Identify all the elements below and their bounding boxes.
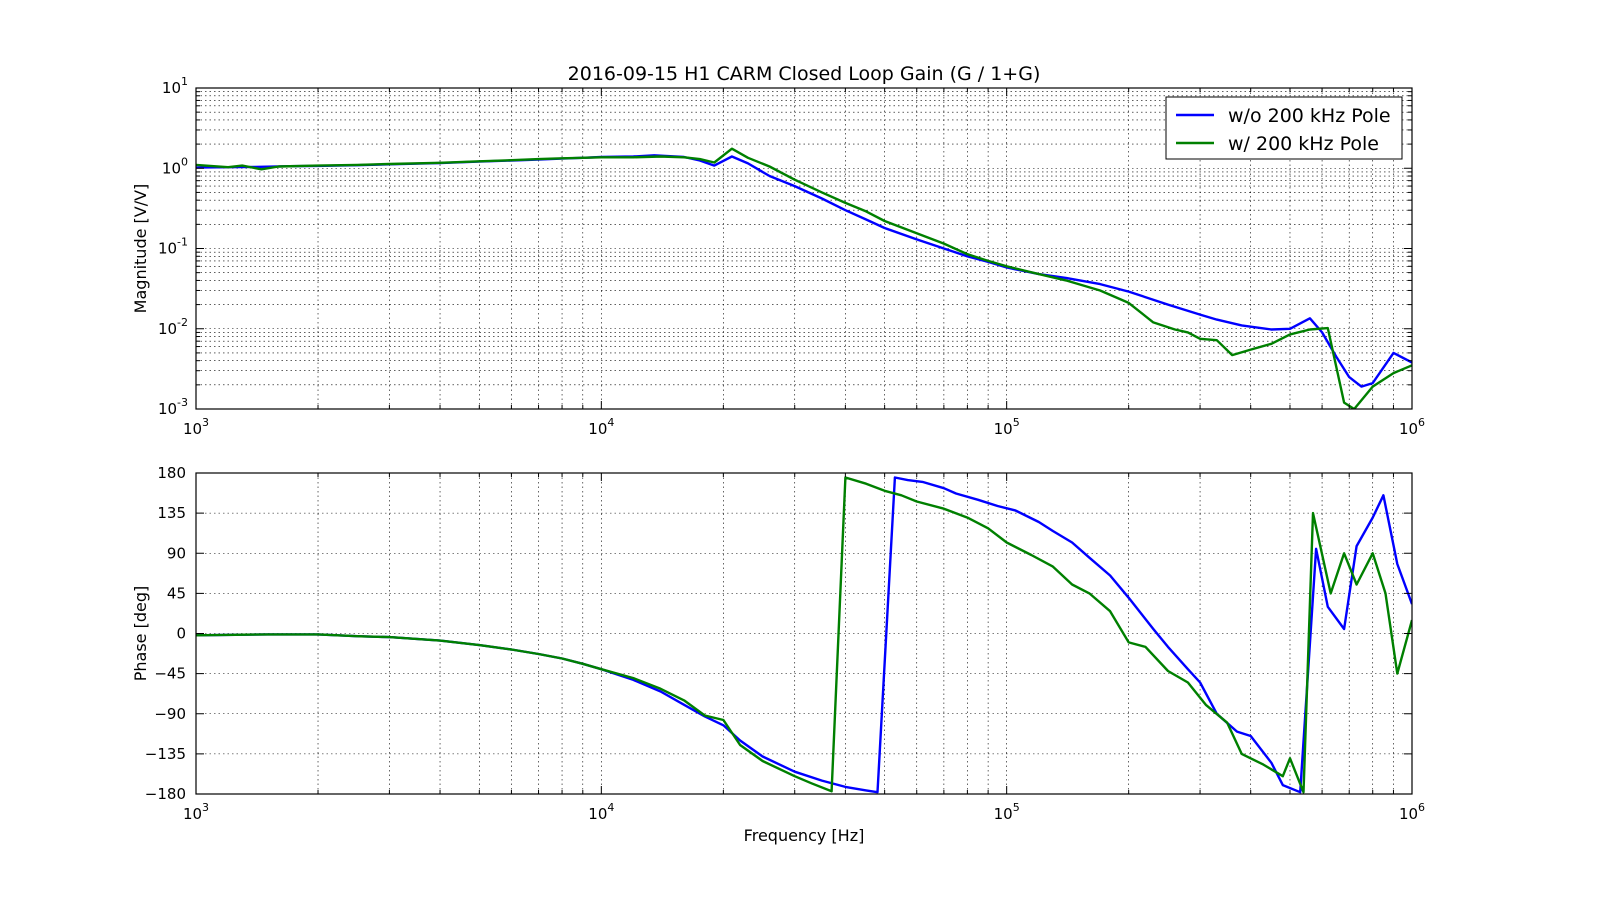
phase-panel: 103 104 105 10618013590450−45−90−135−180Pha…	[131, 464, 1425, 845]
mag-x-tick-label-exp: 4	[607, 416, 614, 429]
mag-ticks	[195, 87, 1413, 410]
phase-y-tick-label: 90	[167, 544, 186, 562]
legend-label-without-pole: w/o 200 kHz Pole	[1228, 105, 1391, 127]
legend-label-with-pole: w/ 200 kHz Pole	[1228, 133, 1379, 155]
phase-series-group	[196, 476, 1412, 794]
phase-x-tick-label-exp: 4	[607, 801, 614, 814]
mag-y-tick-label-base: 10	[158, 320, 177, 338]
mag-grid	[196, 88, 1412, 409]
phase-x-tick-label-base: 10	[994, 805, 1013, 823]
mag-x-tick-label: 103	[183, 416, 209, 438]
mag-x-tick-label: 105	[994, 416, 1020, 438]
mag-series-line-with-pole	[196, 147, 1412, 409]
mag-x-tick-label-base: 10	[994, 420, 1013, 438]
mag-y-axis-label: Magnitude [V/V]	[131, 184, 150, 314]
mag-y-tick-label: 101	[162, 75, 188, 97]
mag-x-tick-label-exp: 5	[1013, 416, 1020, 429]
phase-y-tick-label: 135	[157, 504, 186, 522]
mag-x-tick-label-exp: 3	[202, 416, 209, 429]
mag-y-tick-label-exp: -3	[177, 396, 188, 409]
phase-x-tick-label: 104	[588, 801, 614, 823]
mag-x-tick-label-base: 10	[1399, 420, 1418, 438]
phase-y-tick-label: −45	[154, 665, 186, 683]
phase-x-tick-label-base: 10	[1399, 805, 1418, 823]
phase-x-axis-label: Frequency [Hz]	[744, 826, 865, 845]
mag-y-tick-label: 100	[162, 155, 188, 177]
legend-box	[1165, 96, 1403, 160]
phase-y-tick-label: −180	[145, 785, 186, 803]
mag-x-tick-label-base: 10	[183, 420, 202, 438]
mag-x-tick-label-exp: 6	[1418, 416, 1425, 429]
mag-y-tick-label-exp: 1	[181, 75, 188, 88]
phase-y-tick-label: 45	[167, 584, 186, 602]
mag-x-tick-label: 104	[588, 416, 614, 438]
mag-y-tick-label: 10-3	[158, 396, 188, 418]
phase-x-tick-label-exp: 5	[1013, 801, 1020, 814]
mag-y-tick-label-base: 10	[158, 400, 177, 418]
mag-y-tick-label: 10-1	[158, 236, 188, 258]
mag-x-tick-label-base: 10	[588, 420, 607, 438]
phase-x-tick-label: 105	[994, 801, 1020, 823]
phase-ticks	[195, 472, 1413, 795]
phase-x-tick-label-exp: 3	[202, 801, 209, 814]
mag-y-tick-label-exp: -1	[177, 236, 188, 249]
phase-series-line-with-pole	[196, 476, 1412, 794]
phase-x-tick-label: 103	[183, 801, 209, 823]
phase-x-tick-label-base: 10	[588, 805, 607, 823]
mag-y-tick-label-exp: -2	[177, 316, 188, 329]
phase-y-tick-label: 180	[157, 464, 186, 482]
mag-x-tick-label: 106	[1399, 416, 1425, 438]
phase-y-tick-label: −90	[154, 705, 186, 723]
phase-y-tick-label: −135	[145, 745, 186, 763]
phase-y-tick-label: 0	[176, 625, 186, 643]
phase-x-tick-label-exp: 6	[1418, 801, 1425, 814]
mag-y-tick-label-exp: 0	[181, 155, 188, 168]
mag-y-tick-label-base: 10	[158, 240, 177, 258]
mag-chart-title: 2016-09-15 H1 CARM Closed Loop Gain (G /…	[568, 63, 1041, 85]
mag-y-tick-label: 10-2	[158, 316, 188, 338]
mag-y-tick-label-base: 10	[162, 159, 181, 177]
mag-series-group	[196, 147, 1412, 409]
legend: w/o 200 kHz Pole w/ 200 kHz Pole	[1165, 96, 1403, 160]
mag-y-tick-label-base: 10	[162, 79, 181, 97]
phase-x-tick-label-base: 10	[183, 805, 202, 823]
magnitude-panel: 103 104 105 10610-310-210-1100101Magnitude …	[131, 63, 1425, 438]
phase-grid	[196, 473, 1412, 794]
phase-y-axis-label: Phase [deg]	[131, 586, 150, 682]
phase-x-tick-label: 106	[1399, 801, 1425, 823]
